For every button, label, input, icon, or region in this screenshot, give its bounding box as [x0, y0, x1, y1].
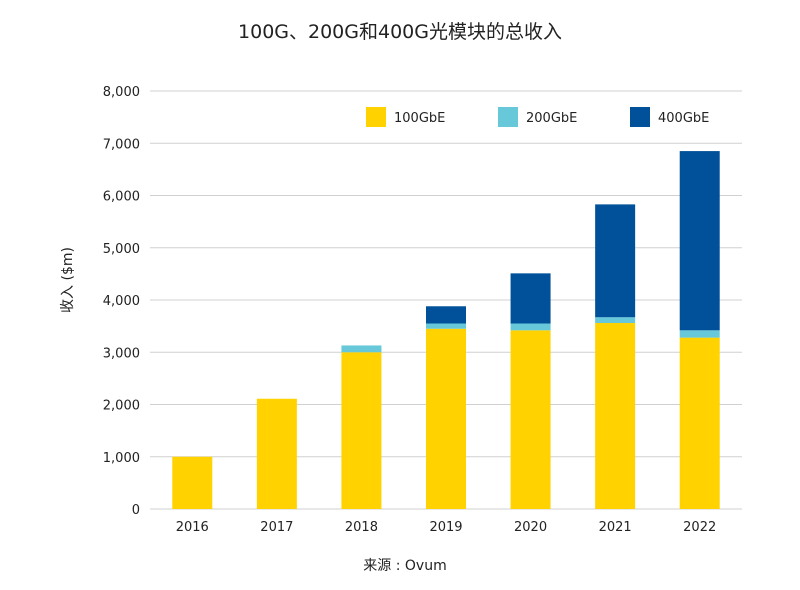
x-tick-label: 2016 [176, 520, 209, 535]
y-tick-label: 8,000 [103, 85, 140, 100]
y-tick-label: 2,000 [103, 399, 140, 414]
legend-swatch-200gbe [498, 107, 518, 127]
bar-200gbe-2020 [510, 323, 551, 331]
y-tick-label: 0 [132, 503, 140, 518]
bar-100gbe-2022 [679, 337, 720, 509]
x-tick-label: 2021 [599, 520, 632, 535]
y-tick-label: 1,000 [103, 451, 140, 466]
x-tick-label: 2019 [429, 520, 462, 535]
bar-400gbe-2022 [679, 151, 720, 331]
legend-label-100gbe: 100GbE [394, 111, 445, 126]
y-axis-ticks: 0 1,000 2,000 3,000 4,000 5,000 6,000 7,000 8,00… [103, 85, 140, 518]
legend: 100GbE 200GbE 400GbE [366, 107, 709, 127]
bar-400gbe-2020 [510, 273, 551, 324]
x-tick-label: 2022 [683, 520, 716, 535]
bar-200gbe-2021 [595, 317, 636, 323]
bar-100gbe-2021 [595, 322, 636, 509]
y-tick-label: 6,000 [103, 190, 140, 205]
x-tick-label: 2018 [345, 520, 378, 535]
x-axis-ticks: 2016 2017 2018 2019 2020 2021 2022 [176, 520, 717, 535]
y-tick-label: 3,000 [103, 346, 140, 361]
y-axis-label: 收入 ($m) [60, 247, 76, 313]
gridlines [150, 90, 742, 510]
legend-label-400gbe: 400GbE [658, 111, 709, 126]
bar-200gbe-2022 [679, 330, 720, 338]
bar-100gbe-2020 [510, 330, 551, 509]
chart-title: 100G、200G和400G光模块的总收入 [238, 21, 562, 43]
legend-swatch-100gbe [366, 107, 386, 127]
bar-400gbe-2019 [426, 306, 466, 324]
bar-200gbe-2019 [426, 323, 466, 329]
legend-label-200gbe: 200GbE [526, 111, 577, 126]
bar-100gbe-2016 [172, 456, 213, 509]
source-note: 来源 : Ovum [363, 558, 446, 574]
legend-swatch-400gbe [630, 107, 650, 127]
bar-400gbe-2021 [595, 204, 636, 318]
bars [172, 151, 720, 509]
y-tick-label: 7,000 [103, 137, 140, 152]
bar-200gbe-2018 [341, 345, 382, 353]
y-tick-label: 5,000 [103, 242, 140, 257]
bar-100gbe-2019 [426, 328, 466, 509]
bar-100gbe-2017 [256, 398, 297, 509]
x-tick-label: 2017 [260, 520, 293, 535]
y-tick-label: 4,000 [103, 294, 140, 309]
bar-100gbe-2018 [341, 352, 382, 509]
x-tick-label: 2020 [514, 520, 547, 535]
